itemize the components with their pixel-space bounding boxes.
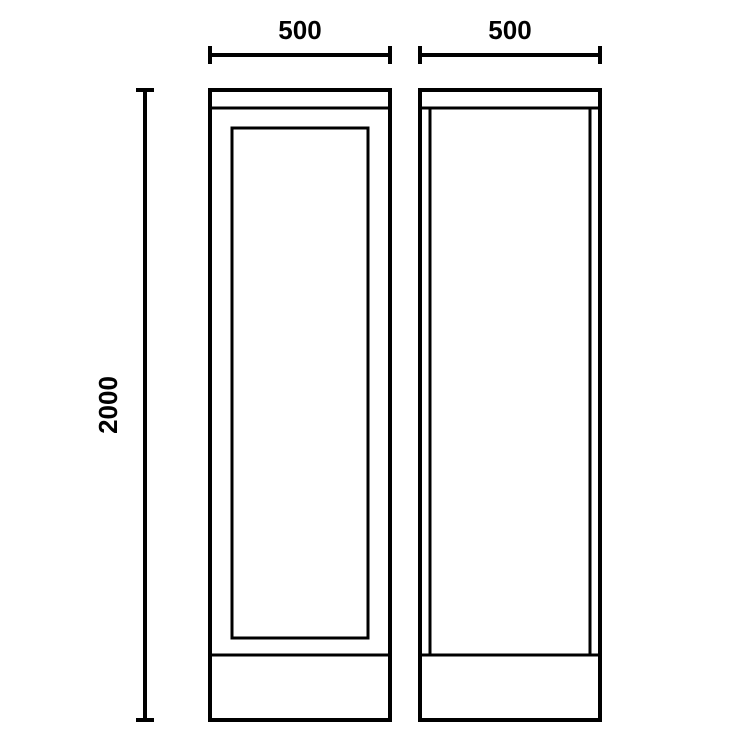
- dimension-label: 2000: [93, 376, 123, 434]
- outer-frame: [210, 90, 390, 720]
- dimension-label: 500: [488, 15, 531, 45]
- technical-drawing: 2000 500 500: [0, 0, 750, 750]
- dimension-label: 500: [278, 15, 321, 45]
- outer-frame: [420, 90, 600, 720]
- elevation-side: 500: [420, 15, 600, 720]
- elevation-front: 500: [210, 15, 390, 720]
